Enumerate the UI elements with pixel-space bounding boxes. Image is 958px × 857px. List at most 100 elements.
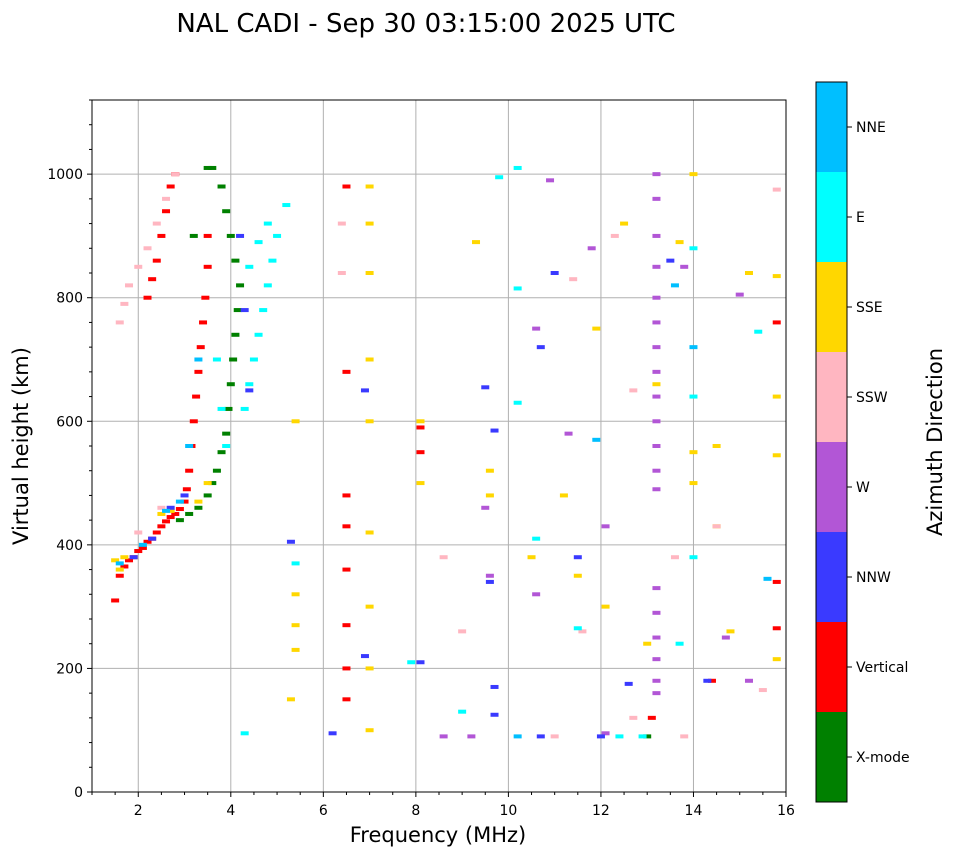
ionogram-echo-vertical: [647, 715, 656, 720]
ionogram-echo-ssw: [115, 320, 124, 325]
ionogram-echo-sse: [527, 555, 536, 560]
ionogram-echo-x-mode: [231, 332, 240, 337]
ionogram-echo-vertical: [772, 579, 781, 584]
ionogram-echo-x-mode: [222, 431, 231, 436]
ionogram-echo-vertical: [196, 345, 205, 350]
colorbar-frame: [815, 81, 848, 803]
ionogram-echo-nnw: [129, 555, 138, 560]
ionogram-echo-ssw: [162, 196, 171, 201]
ionogram-echo-sse: [115, 567, 124, 572]
ionogram-echo-vertical: [143, 539, 152, 544]
ionogram-echo-vertical: [416, 425, 425, 430]
ionogram-echo-x-mode: [217, 450, 226, 455]
colorbar-segment-nnw: [816, 532, 847, 622]
ionogram-echo-nnw: [148, 536, 157, 541]
ionogram-echo-nnw: [703, 678, 712, 683]
ionogram-echo-w: [652, 196, 661, 201]
ionogram-echo-e: [254, 240, 263, 245]
ionogram-echo-x-mode: [231, 258, 240, 263]
ionogram-echo-e: [495, 175, 504, 180]
ionogram-echo-w: [481, 505, 490, 510]
ionogram-echo-vertical: [180, 499, 189, 504]
ionogram-echo-vertical: [152, 258, 161, 263]
ionogram-echo-sse: [772, 394, 781, 399]
ionogram-echo-vertical: [143, 295, 152, 300]
ionogram-echo-w: [467, 734, 476, 739]
ionogram-echo-nne: [175, 499, 184, 504]
y-tick-label: 400: [56, 538, 83, 554]
ionogram-echo-nne: [513, 734, 522, 739]
ionogram-echo-vertical: [772, 320, 781, 325]
ionogram-echo-vertical: [707, 678, 716, 683]
ionogram-echo-x-mode: [203, 493, 212, 498]
ionogram-echo-e: [573, 626, 582, 631]
colorbar-tick-label: SSE: [856, 300, 883, 316]
ionogram-echo-x-mode: [208, 481, 217, 486]
ionogram-echo-ssw: [134, 530, 143, 535]
ionogram-echo-nne: [763, 576, 772, 581]
ionogram-echo-nnw: [245, 388, 254, 393]
ionogram-echo-vertical: [166, 184, 175, 189]
ionogram-echo-ssw: [152, 221, 161, 226]
colorbar-segment-vertical: [816, 622, 847, 712]
ionogram-echo-w: [652, 468, 661, 473]
ionogram-echo-nne: [194, 357, 203, 362]
ionogram-echo-sse: [559, 493, 568, 498]
ionogram-echo-e: [675, 641, 684, 646]
ionogram-echo-e: [240, 406, 249, 411]
ionogram-echo-nne: [670, 283, 679, 288]
ionogram-echo-w: [652, 678, 661, 683]
ionogram-echo-e: [513, 286, 522, 291]
ionogram-echo-vertical: [148, 277, 157, 282]
ionogram-echo-w: [652, 487, 661, 492]
ionogram-echo-nnw: [416, 660, 425, 665]
ionogram-echo-vertical: [342, 623, 351, 628]
ionogram-echo-sse: [166, 508, 175, 513]
ionogram-echo-e: [689, 394, 698, 399]
ionogram-echo-vertical: [125, 558, 134, 563]
ionogram-echo-e: [689, 246, 698, 251]
ionogram-echo-x-mode: [236, 283, 245, 288]
ionogram-echo-ssw: [337, 271, 346, 275]
ionogram-echo-w: [601, 731, 610, 736]
ionogram-echo-vertical: [342, 697, 351, 702]
ionogram-echo-sse: [643, 641, 652, 646]
colorbar-tick-label: Vertical: [856, 660, 908, 676]
ionogram-echo-e: [222, 444, 231, 448]
ionogram-echo-vertical: [162, 209, 171, 214]
ionogram-echo-sse: [485, 493, 494, 498]
ionogram-echo-sse: [689, 450, 698, 455]
ionogram-echo-vertical: [157, 233, 166, 238]
ionogram-echo-sse: [472, 240, 481, 245]
ionogram-echo-sse: [744, 271, 753, 275]
ionogram-echo-nnw: [550, 271, 559, 275]
ionogram-echo-ssw: [772, 187, 781, 192]
ionogram-echo-w: [546, 178, 555, 183]
x-tick-label: 6: [319, 803, 328, 819]
data-marks: [111, 165, 781, 739]
ionogram-echo-w: [532, 592, 541, 597]
ionogram-echo-sse: [416, 419, 425, 424]
ionogram-echo-sse: [689, 481, 698, 486]
ionogram-echo-x-mode: [185, 511, 194, 516]
ionogram-echo-nnw: [240, 308, 249, 313]
plot-frame: [91, 99, 787, 793]
ionogram-echo-x-mode: [175, 518, 184, 523]
ionogram-echo-ssw: [157, 505, 166, 510]
ionogram-echo-ssw: [578, 629, 587, 634]
ionogram-echo-e: [615, 734, 624, 739]
ionogram-echo-ssw: [569, 277, 578, 282]
ionogram-echo-vertical: [120, 564, 129, 569]
ionogram-echo-ssw: [550, 734, 559, 739]
ionogram-echo-w: [652, 233, 661, 238]
colorbar-tick-label: W: [856, 480, 870, 496]
ionogram-echo-e: [263, 283, 272, 288]
ionogram-echo-ssw: [120, 301, 129, 306]
x-tick-label: 4: [226, 803, 235, 819]
ionogram-echo-x-mode: [208, 165, 217, 170]
ionogram-echo-e: [638, 734, 647, 739]
ionogram-echo-w: [680, 264, 689, 269]
ionogram-echo-nnw: [536, 734, 545, 739]
ionogram-echo-vertical: [138, 545, 147, 550]
